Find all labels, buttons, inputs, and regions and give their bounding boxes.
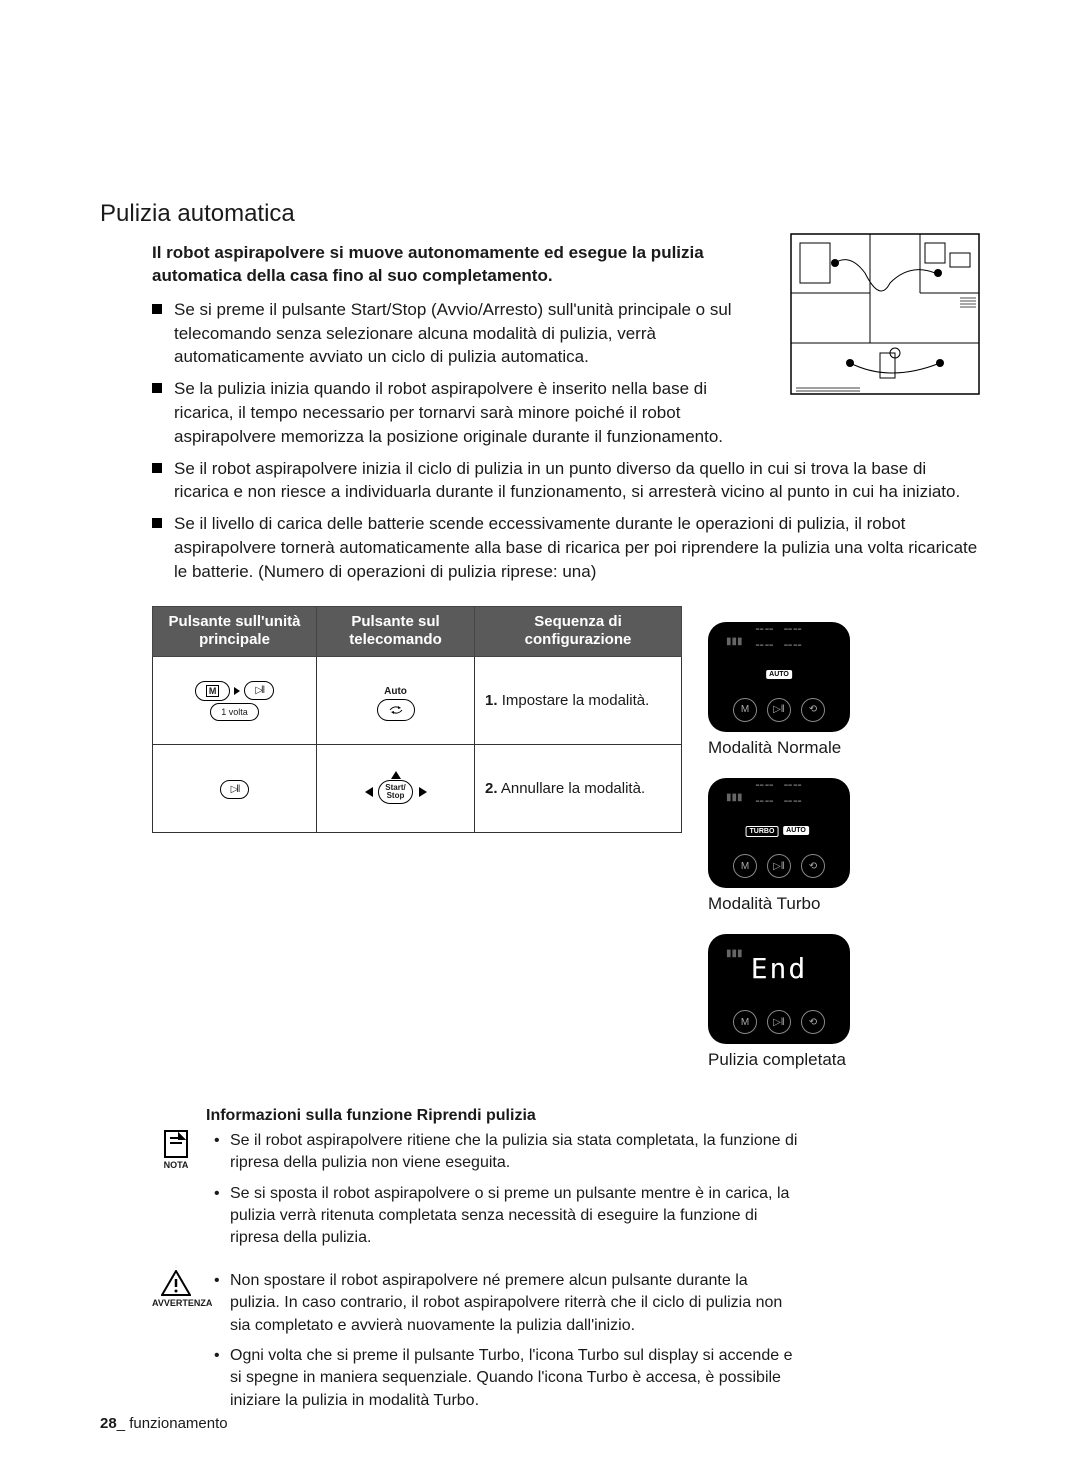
segment-display: ╌╌ ╌╌╌╌ ╌╌ xyxy=(744,622,814,652)
auto-tag: AUTO xyxy=(766,670,792,679)
footer-section: funzionamento xyxy=(129,1415,227,1432)
bullet-item: Se il livello di carica delle batterie s… xyxy=(152,512,980,583)
note-row: NOTA Se il robot aspirapolvere ritiene c… xyxy=(152,1130,800,1258)
m-icon: M xyxy=(206,685,220,697)
list-item: Se si sposta il robot aspirapolvere o si… xyxy=(214,1183,800,1250)
page-footer: 28_ funzionamento xyxy=(100,1415,228,1432)
page-number: 28 xyxy=(100,1415,117,1432)
caption-turbo: Modalità Turbo xyxy=(708,894,860,914)
triangle-left-icon xyxy=(365,787,373,797)
config-table: Pulsante sull'unità principale Pulsante … xyxy=(152,606,682,834)
auto-tag: AUTO xyxy=(783,826,809,835)
seq-num: 1. xyxy=(485,692,498,709)
th-sequence: Sequenza di configurazione xyxy=(475,606,682,657)
note-list: Se il robot aspirapolvere ritiene che la… xyxy=(214,1130,800,1258)
cell-seq-row1: 1. Impostare la modalità. xyxy=(475,657,682,745)
auto-icon xyxy=(388,704,404,716)
battery-icon: ▮▮▮ xyxy=(726,636,743,647)
list-item: Ogni volta che si preme il pulsante Turb… xyxy=(214,1345,800,1412)
note-icon xyxy=(164,1130,188,1158)
display-end: ▮▮▮ End M ▷‖ ⟲ xyxy=(708,934,850,1044)
cell-main-unit-row1: M ▷‖ 1 volta xyxy=(153,657,317,745)
floorplan-illustration xyxy=(790,233,980,395)
warning-label: AVVERTENZA xyxy=(152,1298,200,1308)
home-button-icon: ⟲ xyxy=(801,698,825,722)
display-normal: ▮▮▮ ╌╌ ╌╌╌╌ ╌╌ AUTO M ▷‖ ⟲ xyxy=(708,622,850,732)
th-remote: Pulsante sul telecomando xyxy=(317,606,475,657)
info-block: Informazioni sulla funzione Riprendi pul… xyxy=(152,1107,980,1420)
once-label: 1 volta xyxy=(210,703,259,721)
playpause-icon: ▷‖ xyxy=(255,685,263,696)
table-row: M ▷‖ 1 volta Auto xyxy=(153,657,682,745)
table-row: ▷‖ Start/ Stop 2. Annullare la modalità. xyxy=(153,745,682,833)
content-area: Il robot aspirapolvere si muove autonoma… xyxy=(100,242,980,1420)
seq-num: 2. xyxy=(485,780,498,797)
playpause-button-icon: ▷‖ xyxy=(767,1010,791,1034)
note-label: NOTA xyxy=(152,1160,200,1170)
table-and-displays: Pulsante sull'unità principale Pulsante … xyxy=(152,606,980,1091)
startstop-button: Start/ Stop xyxy=(378,780,412,804)
section-title: Pulizia automatica xyxy=(100,200,980,228)
m-button-icon: M xyxy=(733,698,757,722)
display-turbo: ▮▮▮ ╌╌ ╌╌╌╌ ╌╌ TURBO AUTO M ▷‖ ⟲ xyxy=(708,778,850,888)
seq-text: Annullare la modalità. xyxy=(501,780,645,797)
playpause-icon: ▷‖ xyxy=(231,784,239,795)
battery-icon: ▮▮▮ xyxy=(726,792,743,803)
info-heading: Informazioni sulla funzione Riprendi pul… xyxy=(206,1107,800,1125)
triangle-up-icon xyxy=(391,771,401,779)
cell-remote-row2: Start/ Stop xyxy=(317,745,475,833)
play-icon xyxy=(234,687,240,695)
th-main-unit: Pulsante sull'unità principale xyxy=(153,606,317,657)
warning-row: AVVERTENZA Non spostare il robot aspirap… xyxy=(152,1270,800,1420)
bullet-item: Se il robot aspirapolvere inizia il cicl… xyxy=(152,457,980,505)
seq-text: Impostare la modalità. xyxy=(502,692,650,709)
playpause-button-icon: ▷‖ xyxy=(767,698,791,722)
cell-seq-row2: 2. Annullare la modalità. xyxy=(475,745,682,833)
cell-main-unit-row2: ▷‖ xyxy=(153,745,317,833)
turbo-tag: TURBO xyxy=(746,826,779,837)
displays-column: ▮▮▮ ╌╌ ╌╌╌╌ ╌╌ AUTO M ▷‖ ⟲ Modalità Norm… xyxy=(708,606,860,1091)
home-button-icon: ⟲ xyxy=(801,854,825,878)
home-button-icon: ⟲ xyxy=(801,1010,825,1034)
m-button-icon: M xyxy=(733,854,757,878)
playpause-button-icon: ▷‖ xyxy=(767,854,791,878)
cell-remote-row1: Auto xyxy=(317,657,475,745)
battery-icon: ▮▮▮ xyxy=(726,948,743,959)
m-button-icon: M xyxy=(733,1010,757,1034)
end-text: End xyxy=(708,934,850,985)
caption-normal: Modalità Normale xyxy=(708,738,860,758)
warning-icon xyxy=(161,1270,191,1296)
segment-display: ╌╌ ╌╌╌╌ ╌╌ xyxy=(744,778,814,808)
warning-list: Non spostare il robot aspirapolvere né p… xyxy=(214,1270,800,1420)
caption-complete: Pulizia completata xyxy=(708,1050,860,1070)
footer-sep: _ xyxy=(117,1415,125,1432)
list-item: Non spostare il robot aspirapolvere né p… xyxy=(214,1270,800,1337)
auto-label: Auto xyxy=(384,686,407,697)
list-item: Se il robot aspirapolvere ritiene che la… xyxy=(214,1130,800,1175)
triangle-right-icon xyxy=(419,787,427,797)
